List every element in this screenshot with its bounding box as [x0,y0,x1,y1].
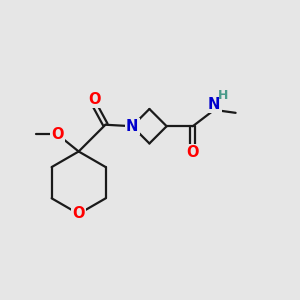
Text: O: O [51,127,64,142]
Text: N: N [208,97,220,112]
Text: N: N [126,119,138,134]
Text: O: O [88,92,100,107]
Text: O: O [72,206,85,221]
Text: H: H [218,88,228,101]
Text: O: O [187,145,199,160]
